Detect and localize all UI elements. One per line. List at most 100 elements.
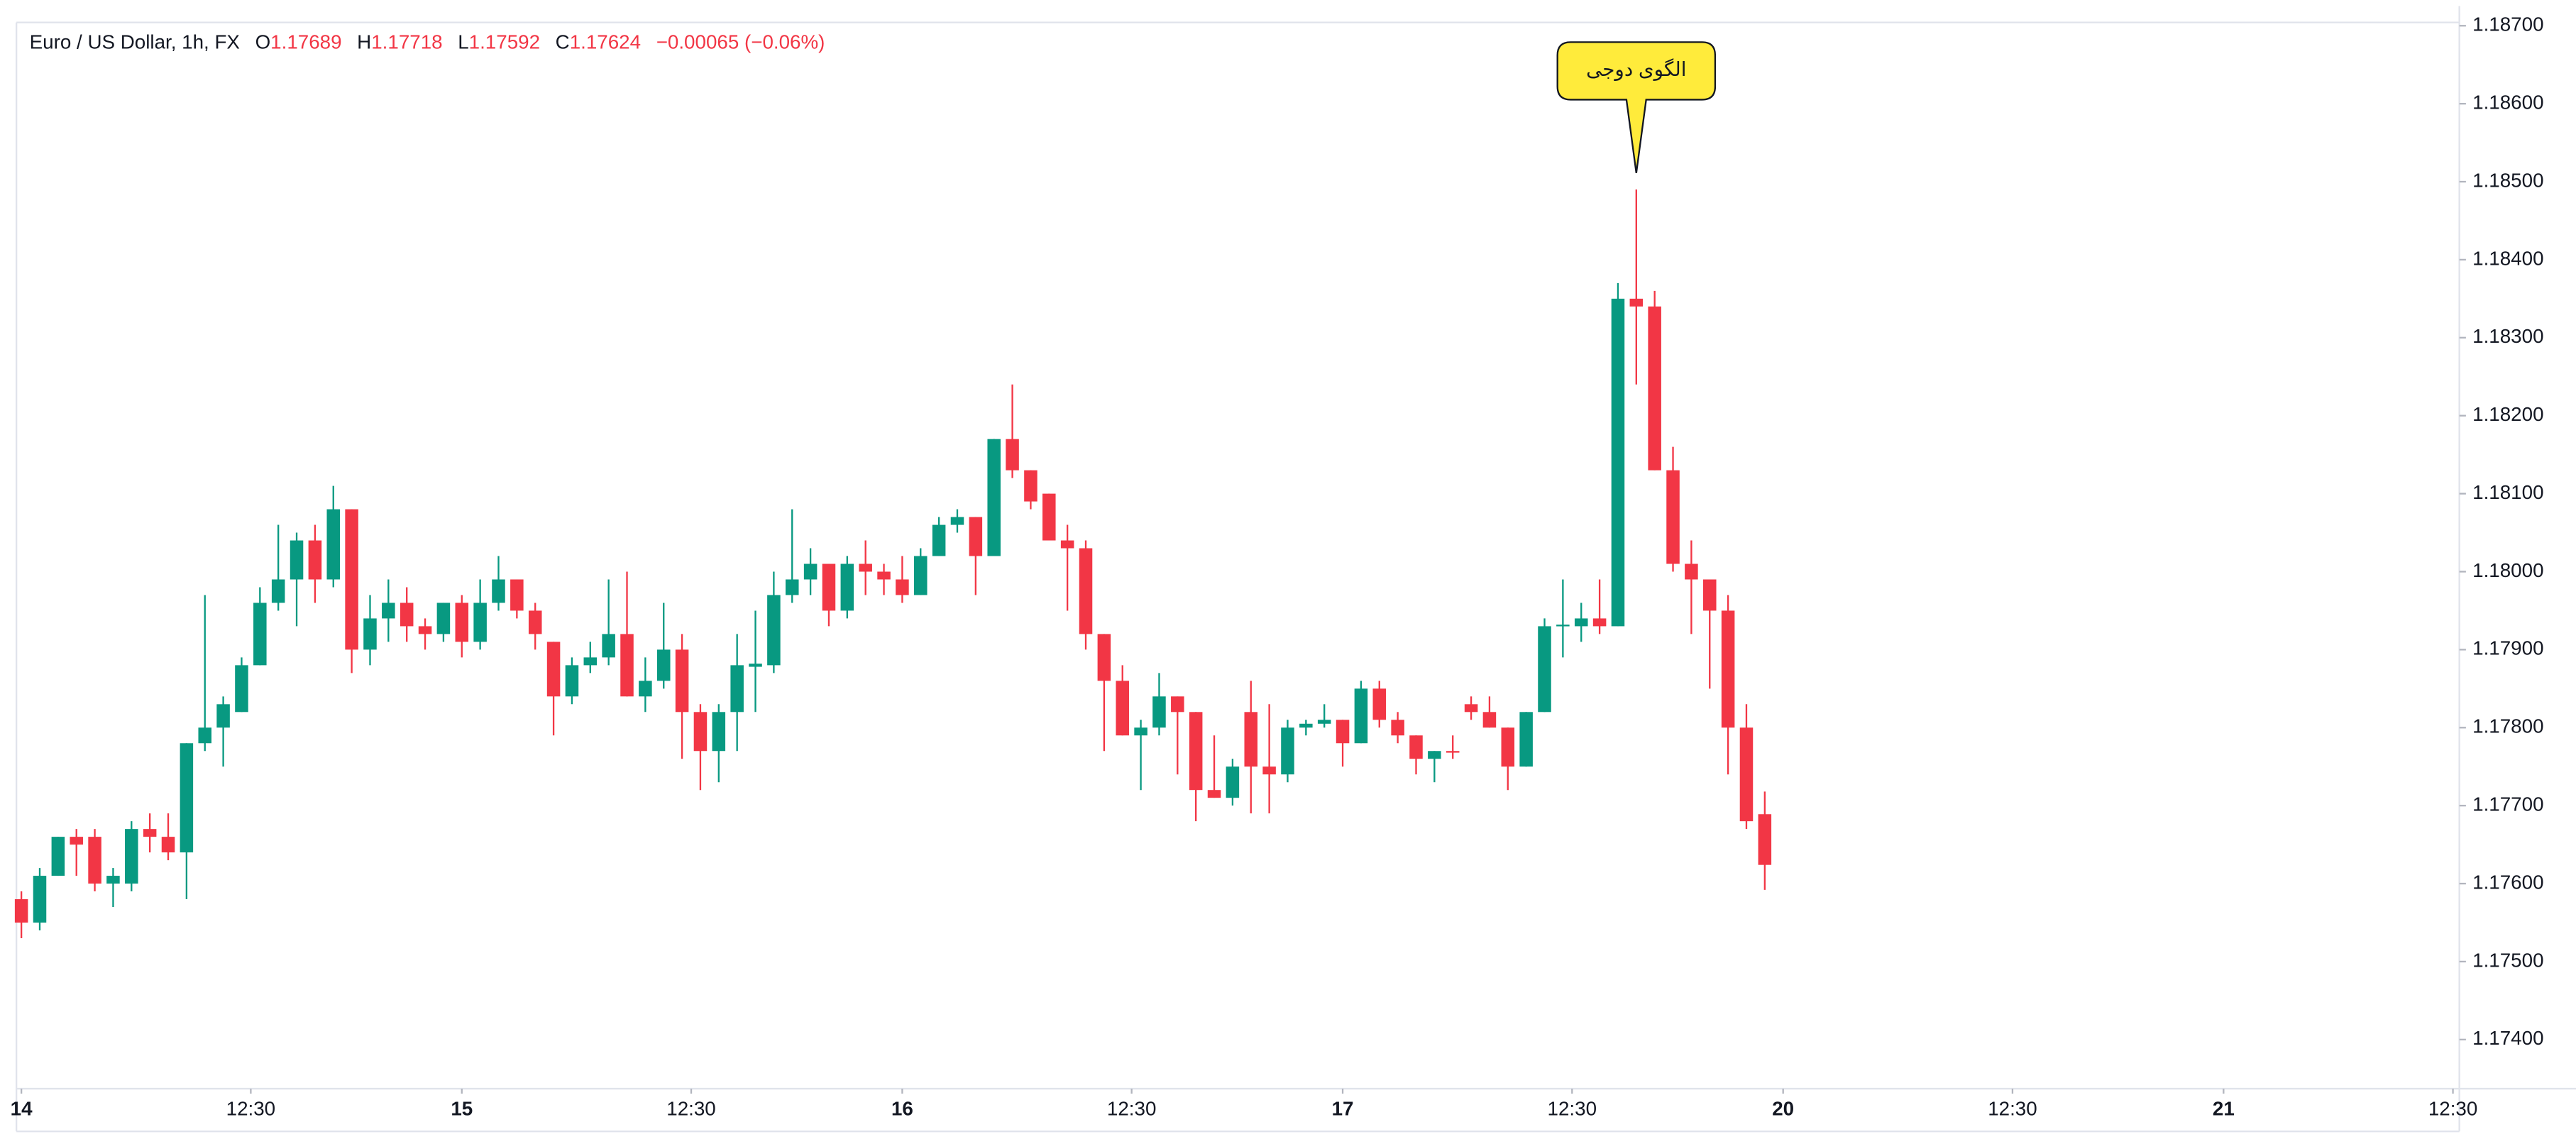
candle-body <box>1721 610 1735 728</box>
candle-body <box>1152 696 1166 728</box>
candle-body <box>180 743 194 853</box>
candle-body <box>1134 727 1147 736</box>
candle-body <box>492 579 505 603</box>
candle-body <box>1428 751 1441 759</box>
y-tick-label: 1.17800 <box>2472 715 2543 737</box>
y-tick-label: 1.17400 <box>2472 1027 2543 1049</box>
y-tick-label: 1.18400 <box>2472 247 2543 269</box>
y-tick-label: 1.17700 <box>2472 793 2543 815</box>
candle-body <box>1538 626 1551 713</box>
x-tick-label: 12:30 <box>666 1098 715 1120</box>
candle-body <box>1482 712 1497 728</box>
candle-body <box>620 634 634 697</box>
high-label: H <box>357 31 371 53</box>
open: 1.17689 <box>270 31 341 53</box>
y-tick-label: 1.18300 <box>2472 325 2543 347</box>
candle-body <box>308 540 322 580</box>
header: Euro / US Dollar, 1h, FX O1.17689 H1.177… <box>30 31 825 53</box>
candle-body <box>143 829 157 837</box>
candle-body <box>1446 751 1460 753</box>
y-tick-label: 1.18200 <box>2472 403 2543 425</box>
candle-body <box>473 603 487 642</box>
candle-body <box>290 540 304 580</box>
candle-body <box>216 704 230 728</box>
candle-body <box>1207 790 1221 798</box>
x-tick-label: 17 <box>1332 1098 1354 1120</box>
candle-body <box>88 837 101 884</box>
candle-body <box>1189 712 1203 791</box>
candle-body <box>382 603 395 619</box>
candles <box>14 189 1772 938</box>
y-tick-label: 1.17600 <box>2472 871 2543 893</box>
candle-body <box>639 681 652 697</box>
close: 1.17624 <box>570 31 641 53</box>
candle-body <box>1648 306 1661 471</box>
candle-body <box>1060 540 1074 549</box>
low: 1.17592 <box>469 31 540 53</box>
background <box>0 6 2576 1138</box>
candle-body <box>363 618 377 650</box>
candle-body <box>1391 720 1404 736</box>
candle-body <box>1299 723 1313 728</box>
y-tick-label: 1.17500 <box>2472 949 2543 971</box>
x-tick-label: 12:30 <box>226 1098 275 1120</box>
candle-body <box>822 563 836 611</box>
change: −0.00065 (−0.06%) <box>656 31 825 53</box>
x-tick-label: 15 <box>451 1098 473 1120</box>
candle-body <box>198 727 211 744</box>
candle-body <box>1042 493 1056 541</box>
callout-box <box>1556 41 1717 174</box>
candle-body <box>1171 696 1184 713</box>
candle-body <box>161 837 175 853</box>
y-tick-label: 1.17900 <box>2472 637 2543 659</box>
candle-body <box>106 876 120 884</box>
candle-body <box>125 829 138 884</box>
x-tick-label: 12:30 <box>1988 1098 2037 1120</box>
candle-body <box>932 524 946 556</box>
x-tick-label: 14 <box>11 1098 33 1120</box>
candle-body <box>326 509 341 580</box>
candle-body <box>1244 712 1258 767</box>
candle-body <box>675 649 689 713</box>
high: 1.17718 <box>371 31 442 53</box>
candle-body <box>1372 688 1387 720</box>
y-tick-label: 1.18700 <box>2472 13 2543 35</box>
candle-body <box>546 642 561 697</box>
symbol: Euro / US Dollar, 1h, FX <box>30 31 240 53</box>
candle-body <box>1556 625 1570 627</box>
x-tick-label: 12:30 <box>1107 1098 1156 1120</box>
candle-body <box>51 837 65 876</box>
callout: الگوی دوجی <box>1556 41 1717 174</box>
candle-body <box>803 563 818 580</box>
candle-body <box>602 634 615 658</box>
candle-body <box>1281 727 1294 775</box>
candle-body <box>1024 470 1037 502</box>
candle-body <box>1097 634 1111 681</box>
y-tick-label: 1.18500 <box>2472 169 2543 191</box>
y-tick-label: 1.18000 <box>2472 559 2543 581</box>
callout-text: الگوی دوجی <box>1586 58 1686 81</box>
y-tick-label: 1.18100 <box>2472 481 2543 503</box>
candle-body <box>1685 563 1698 580</box>
candle-body <box>528 610 542 634</box>
y-tick-label: 1.18600 <box>2472 91 2543 113</box>
candle-body <box>235 665 248 713</box>
candle-body <box>1501 727 1515 767</box>
candle-body <box>877 571 891 580</box>
candle-body <box>1611 298 1625 627</box>
candle-body <box>253 603 267 666</box>
low-label: L <box>458 31 468 53</box>
candle-body <box>345 509 358 650</box>
candle-body <box>1079 548 1093 634</box>
candle-body <box>1336 720 1350 744</box>
candle-body <box>565 665 579 697</box>
candle-body <box>1739 727 1754 822</box>
candle-body <box>1317 720 1331 724</box>
candle-body <box>1574 618 1588 627</box>
candle-body <box>859 563 872 572</box>
candle-body <box>730 665 744 713</box>
candle-body <box>14 899 28 923</box>
candle-body <box>1116 681 1129 736</box>
candle-body <box>1592 618 1607 627</box>
